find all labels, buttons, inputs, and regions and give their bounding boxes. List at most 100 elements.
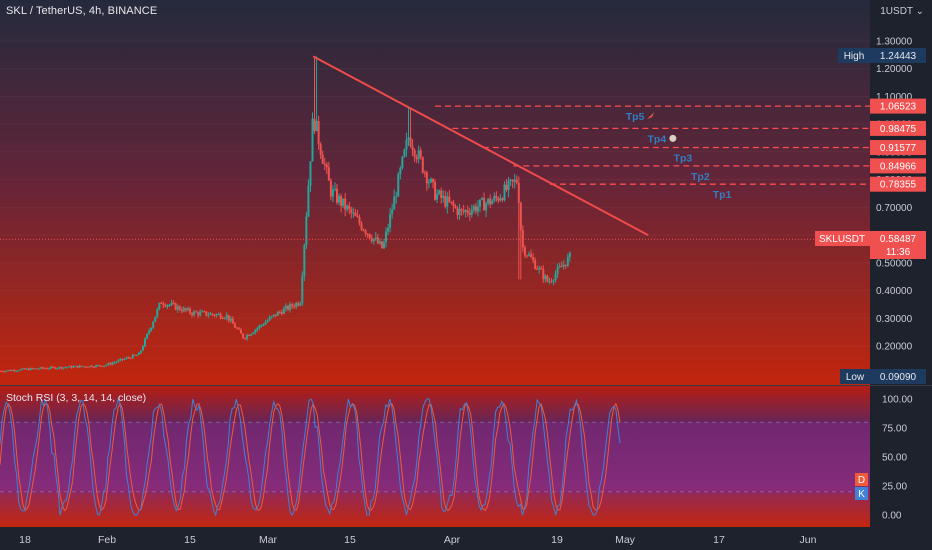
candle-body bbox=[376, 237, 379, 244]
candle-body bbox=[15, 370, 18, 372]
candle-body bbox=[558, 266, 561, 268]
target-price-value: 0.98475 bbox=[880, 124, 917, 135]
candle-body bbox=[358, 217, 361, 224]
price-tick-label: 1.30000 bbox=[876, 37, 913, 48]
candle-body bbox=[172, 302, 175, 304]
candle-body bbox=[211, 313, 214, 315]
rocket-icon bbox=[647, 112, 655, 120]
candle-body bbox=[246, 334, 249, 339]
candle-body bbox=[403, 149, 406, 157]
candles[interactable] bbox=[0, 56, 571, 373]
candle-body bbox=[405, 139, 408, 150]
rsi-d-line bbox=[0, 402, 621, 512]
candle-body bbox=[511, 179, 514, 182]
candle-body bbox=[321, 154, 324, 164]
candle-body bbox=[242, 333, 245, 339]
candle-body bbox=[395, 196, 398, 198]
candle-body bbox=[0, 370, 1, 372]
candle-body bbox=[444, 195, 447, 207]
candle-body bbox=[399, 168, 402, 175]
candle-body bbox=[184, 308, 187, 311]
candle-body bbox=[372, 238, 375, 242]
candle-body bbox=[201, 311, 204, 313]
candle-body bbox=[438, 190, 441, 194]
currency-selector[interactable]: 1USDT ⌄ bbox=[880, 6, 924, 17]
candle-body bbox=[164, 305, 167, 307]
candle-body bbox=[568, 252, 571, 257]
rsi-tick-label: 100.00 bbox=[882, 395, 913, 406]
target-label[interactable]: Tp2 bbox=[691, 171, 710, 183]
candle-body bbox=[313, 118, 316, 132]
candle-body bbox=[170, 302, 173, 305]
candle-body bbox=[137, 352, 140, 355]
target-price-badge bbox=[870, 120, 926, 136]
time-tick-label: 19 bbox=[551, 534, 563, 546]
target-lines[interactable]: 1.06523 Tp5 0.98475 Tp4 0.91577 Tp3 0.84966 Tp2… bbox=[435, 98, 926, 202]
trendline[interactable] bbox=[312, 55, 649, 236]
symbol-header[interactable]: SKL / TetherUS, 4h, BINANCE bbox=[6, 5, 158, 17]
candle-body bbox=[274, 314, 277, 316]
candle-body bbox=[252, 332, 255, 334]
candle-body bbox=[327, 167, 330, 181]
candle-body bbox=[517, 182, 520, 203]
candle-body bbox=[468, 213, 471, 215]
candle-body bbox=[429, 178, 432, 183]
candle-body bbox=[141, 346, 144, 351]
candle-body bbox=[448, 196, 451, 202]
candle-body bbox=[158, 302, 161, 310]
target-label[interactable]: Tp4 bbox=[648, 133, 667, 145]
candle-body bbox=[127, 357, 130, 359]
candle-body bbox=[78, 365, 81, 368]
candle-body bbox=[470, 209, 473, 215]
time-tick-label: May bbox=[615, 534, 636, 546]
candle-body bbox=[131, 354, 134, 359]
candle-body bbox=[190, 313, 193, 316]
time-axis-background bbox=[0, 527, 932, 550]
candle-body bbox=[323, 163, 326, 165]
high-value: 1.24443 bbox=[880, 51, 917, 62]
candle-body bbox=[552, 280, 555, 282]
candle-body bbox=[489, 198, 492, 205]
candle-body bbox=[366, 233, 369, 235]
candle-body bbox=[235, 327, 238, 329]
target-label[interactable]: Tp1 bbox=[713, 189, 732, 201]
stoch-rsi-lines[interactable] bbox=[0, 397, 870, 517]
candle-body bbox=[45, 368, 48, 370]
rsi-badges: D K bbox=[855, 473, 868, 500]
rsi-axis[interactable]: 100.00 75.00 50.00 25.00 0.00 bbox=[882, 395, 913, 522]
target-label[interactable]: Tp5 bbox=[626, 111, 645, 123]
candle-body bbox=[82, 366, 85, 368]
candle-body bbox=[19, 369, 22, 371]
candle-body bbox=[385, 231, 388, 243]
candle-body bbox=[446, 196, 449, 207]
target-label[interactable]: Tp3 bbox=[674, 153, 693, 165]
stoch-rsi-title[interactable]: Stoch RSI (3, 3, 14, 14, close) bbox=[6, 392, 147, 404]
target-price-value: 0.84966 bbox=[880, 161, 917, 172]
candle-body bbox=[382, 242, 385, 249]
candle-body bbox=[542, 269, 545, 280]
symbol-badge: SKLUSDT bbox=[819, 234, 865, 245]
money-bag-icon bbox=[669, 134, 677, 142]
candle-body bbox=[546, 275, 549, 282]
candle-body bbox=[258, 325, 261, 329]
candle-body bbox=[562, 264, 565, 267]
candle-body bbox=[411, 146, 414, 151]
candle-body bbox=[48, 368, 51, 370]
candle-body bbox=[17, 370, 20, 372]
candle-body bbox=[144, 338, 147, 347]
price-tick-label: 1.20000 bbox=[876, 64, 913, 75]
candle-body bbox=[266, 320, 269, 323]
candle-body bbox=[282, 308, 285, 315]
candle-body bbox=[432, 178, 435, 183]
candle-body bbox=[305, 216, 308, 245]
time-axis[interactable]: 18 Feb 15 Mar 15 Apr 19 May 17 Jun bbox=[19, 534, 816, 546]
candle-body bbox=[497, 198, 500, 201]
candle-body bbox=[299, 303, 302, 306]
candle-body bbox=[380, 241, 383, 249]
candle-body bbox=[229, 318, 232, 321]
candle-body bbox=[474, 206, 477, 212]
target-price-value: 0.91577 bbox=[880, 143, 917, 154]
candle-body bbox=[452, 202, 455, 207]
candle-body bbox=[88, 365, 91, 368]
